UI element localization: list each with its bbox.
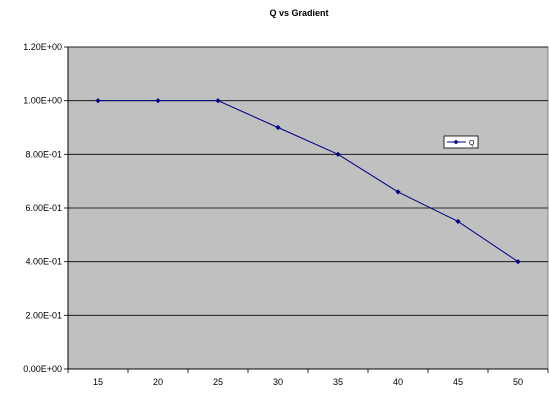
y-tick-label-0: 0.00E+00 [23, 364, 62, 374]
x-tick-label-4: 35 [333, 377, 343, 387]
y-tick-label-4: 8.00E-01 [25, 149, 62, 159]
legend: Q [444, 136, 478, 148]
y-tick-label-2: 4.00E-01 [25, 257, 62, 267]
x-tick-label-6: 45 [453, 377, 463, 387]
legend-label: Q [469, 140, 475, 147]
y-tick-label-1: 2.00E-01 [25, 310, 62, 320]
x-tick-label-1: 20 [153, 377, 163, 387]
x-tick-label-5: 40 [393, 377, 403, 387]
chart-title: Q vs Gradient [269, 8, 328, 18]
y-axis: 0.00E+00 2.00E-01 4.00E-01 6.00E-01 8.00E-01… [23, 42, 68, 374]
y-tick-label-5: 1.00E+00 [23, 96, 62, 106]
x-tick-label-0: 15 [93, 377, 103, 387]
x-axis: 15 20 25 30 35 40 45 50 [68, 369, 548, 387]
x-tick-label-3: 30 [273, 377, 283, 387]
y-tick-label-3: 6.00E-01 [25, 203, 62, 213]
y-tick-label-6: 1.20E+00 [23, 42, 62, 52]
x-tick-label-2: 25 [213, 377, 223, 387]
x-tick-label-7: 50 [513, 377, 523, 387]
